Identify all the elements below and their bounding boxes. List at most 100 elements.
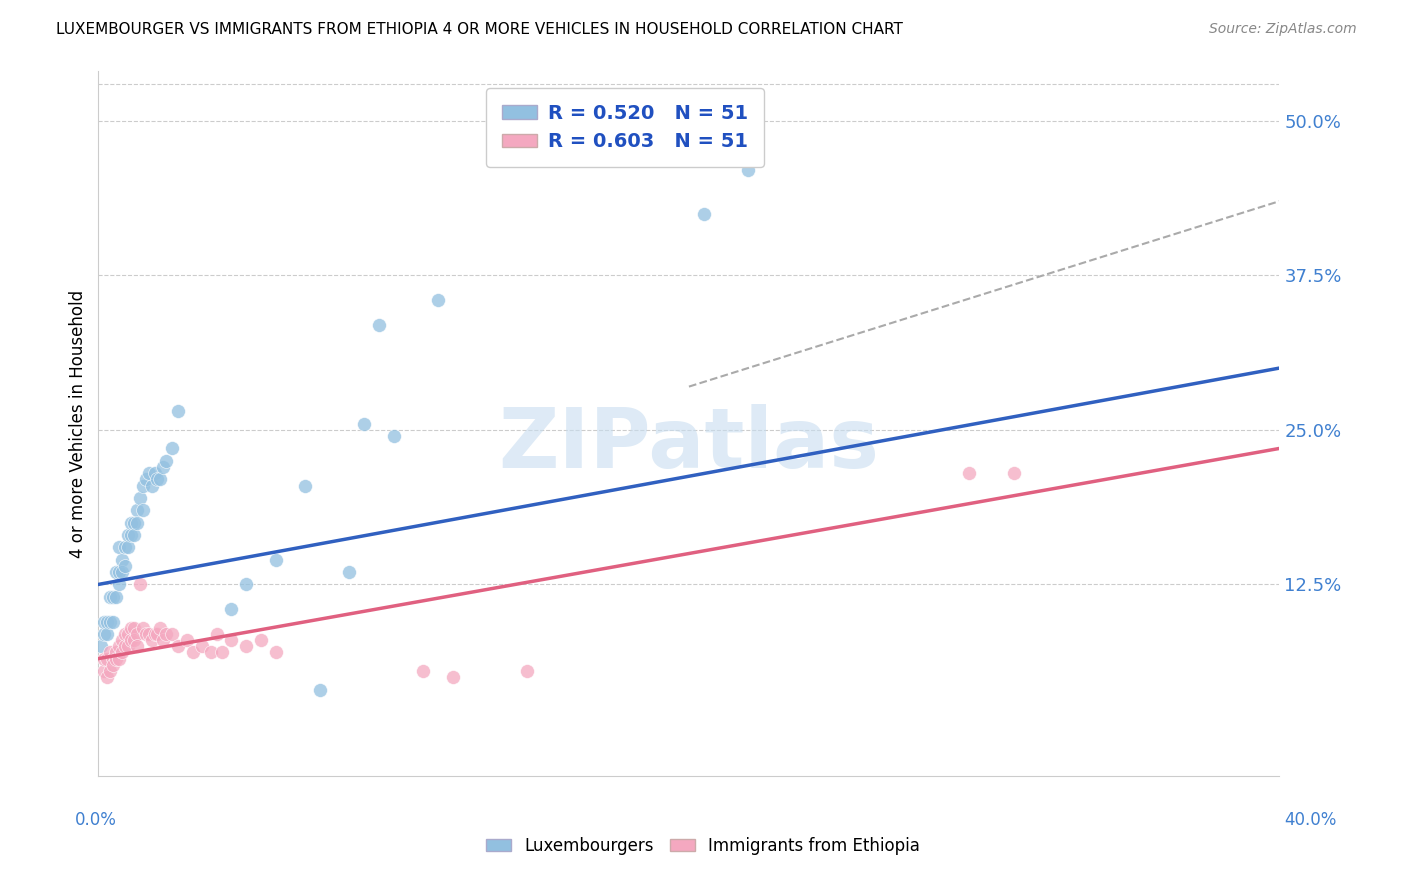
Point [96, 670, 118, 684]
Legend: Luxembourgers, Immigrants from Ethiopia: Luxembourgers, Immigrants from Ethiopia [479, 830, 927, 862]
Point [114, 541, 136, 555]
Point [93, 664, 115, 678]
Point [120, 633, 142, 648]
Point [221, 602, 243, 616]
Point [117, 528, 139, 542]
Point [93, 615, 115, 629]
Text: Source: ZipAtlas.com: Source: ZipAtlas.com [1209, 22, 1357, 37]
Point [108, 565, 131, 579]
Point [176, 633, 198, 648]
Point [235, 639, 257, 653]
Point [114, 639, 136, 653]
Point [120, 621, 142, 635]
Point [155, 454, 177, 468]
Point [96, 627, 118, 641]
Point [200, 645, 222, 659]
Point [737, 163, 759, 178]
Point [98, 615, 121, 629]
Point [114, 627, 136, 641]
Point [959, 466, 981, 480]
Text: 0.0%: 0.0% [75, 811, 117, 829]
Point [108, 541, 131, 555]
Point [143, 466, 166, 480]
Point [108, 639, 131, 653]
Point [205, 627, 228, 641]
Point [125, 516, 148, 530]
Point [516, 664, 538, 678]
Point [125, 639, 148, 653]
Point [105, 645, 128, 659]
Point [155, 627, 177, 641]
Point [141, 633, 163, 648]
Point [132, 503, 155, 517]
Point [111, 633, 134, 648]
Point [125, 503, 148, 517]
Point [98, 664, 121, 678]
Point [96, 615, 118, 629]
Point [125, 627, 148, 641]
Point [98, 645, 121, 659]
Point [191, 639, 214, 653]
Point [143, 627, 166, 641]
Point [117, 541, 139, 555]
Point [382, 429, 405, 443]
Point [98, 590, 121, 604]
Point [105, 651, 128, 665]
Point [132, 478, 155, 492]
Point [135, 627, 157, 641]
Point [135, 472, 157, 486]
Point [103, 651, 125, 665]
Point [111, 645, 134, 659]
Point [122, 621, 145, 635]
Point [368, 318, 391, 332]
Point [117, 639, 139, 653]
Point [120, 528, 142, 542]
Point [128, 491, 150, 505]
Point [146, 472, 169, 486]
Text: 40.0%: 40.0% [1284, 811, 1337, 829]
Point [117, 627, 139, 641]
Point [221, 633, 243, 648]
Point [353, 417, 375, 431]
Point [103, 590, 125, 604]
Point [294, 478, 316, 492]
Point [96, 651, 118, 665]
Point [111, 565, 134, 579]
Point [138, 627, 160, 641]
Point [105, 590, 128, 604]
Legend: R = 0.520   N = 51, R = 0.603   N = 51: R = 0.520 N = 51, R = 0.603 N = 51 [486, 88, 763, 167]
Point [122, 528, 145, 542]
Point [141, 478, 163, 492]
Point [93, 627, 115, 641]
Point [441, 670, 464, 684]
Point [162, 627, 183, 641]
Point [146, 627, 169, 641]
Point [122, 633, 145, 648]
Point [264, 552, 287, 566]
Point [211, 645, 233, 659]
Point [412, 664, 434, 678]
Point [111, 552, 134, 566]
Point [264, 645, 287, 659]
Point [132, 621, 155, 635]
Point [250, 633, 273, 648]
Text: LUXEMBOURGER VS IMMIGRANTS FROM ETHIOPIA 4 OR MORE VEHICLES IN HOUSEHOLD CORRELA: LUXEMBOURGER VS IMMIGRANTS FROM ETHIOPIA… [56, 22, 903, 37]
Point [162, 442, 183, 456]
Point [152, 460, 174, 475]
Point [90, 639, 112, 653]
Point [120, 516, 142, 530]
Point [108, 651, 131, 665]
Point [339, 565, 361, 579]
Point [103, 615, 125, 629]
Y-axis label: 4 or more Vehicles in Household: 4 or more Vehicles in Household [69, 290, 87, 558]
Point [149, 621, 172, 635]
Point [427, 293, 450, 307]
Point [138, 466, 160, 480]
Point [108, 577, 131, 591]
Point [309, 682, 332, 697]
Point [1002, 466, 1025, 480]
Point [105, 565, 128, 579]
Point [235, 577, 257, 591]
Point [122, 516, 145, 530]
Point [103, 657, 125, 672]
